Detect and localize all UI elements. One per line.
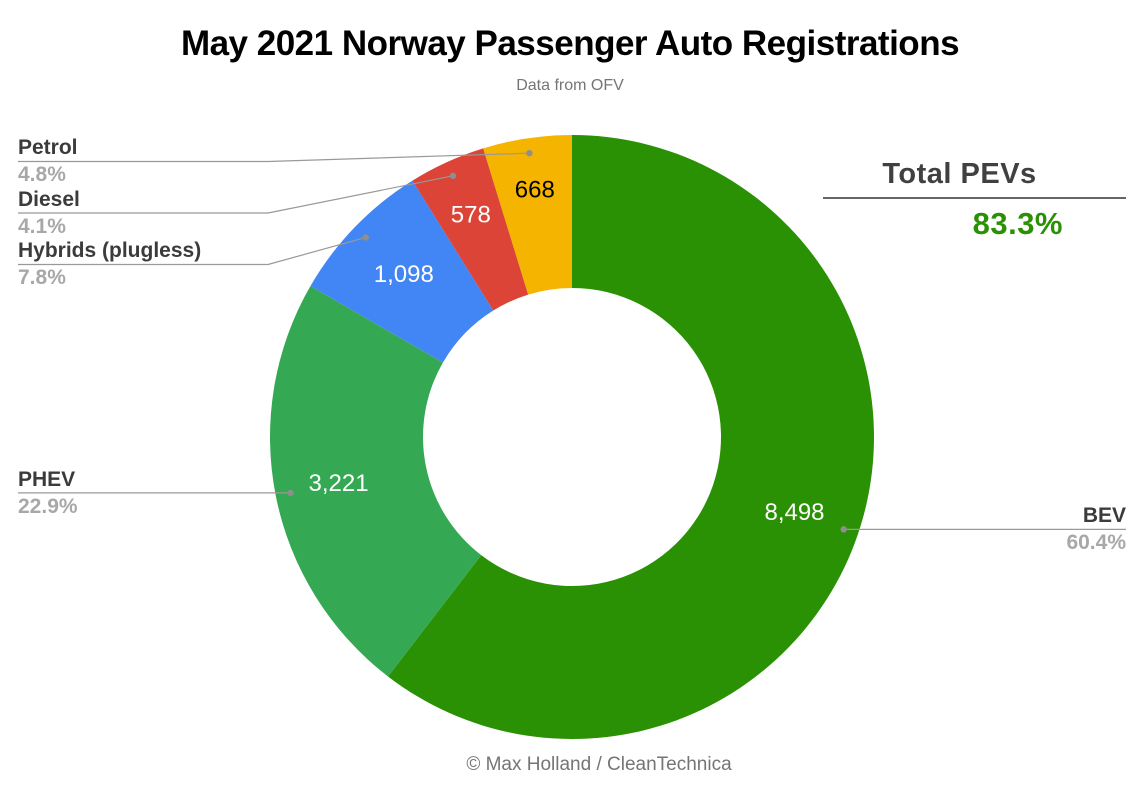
leader-line-petrol	[18, 152, 530, 163]
slice-hybrids[interactable]	[310, 180, 494, 363]
slice-value-diesel: 578	[451, 201, 491, 228]
callout-bev: BEV 60.4%	[1066, 502, 1126, 556]
callout-phev: PHEV 22.9%	[18, 466, 78, 520]
slice-value-petrol: 668	[515, 176, 555, 203]
slice-label-petrol: Petrol	[18, 136, 78, 159]
chart-title: May 2021 Norway Passenger Auto Registrat…	[180, 24, 960, 63]
chart-subtitle: Data from OFV	[516, 77, 624, 94]
slice-value-phev: 3,221	[309, 470, 369, 497]
callout-diesel: Diesel 4.1%	[18, 186, 80, 240]
slice-percent-phev: 22.9%	[18, 495, 78, 518]
leader-line-hybrids	[18, 236, 366, 266]
slice-label-diesel: Diesel	[18, 188, 80, 211]
slice-percent-bev: 60.4%	[1066, 531, 1126, 554]
slice-percent-hybrids: 7.8%	[18, 266, 66, 289]
slice-phev[interactable]	[270, 286, 482, 677]
slice-value-bev: 8,498	[764, 499, 824, 526]
leader-line-diesel	[18, 175, 454, 214]
total-pevs-label: Total PEVs	[882, 158, 1037, 190]
credit-line: © Max Holland / CleanTechnica	[466, 754, 732, 775]
slice-diesel[interactable]	[412, 148, 529, 311]
total-pevs-rule	[823, 197, 1126, 199]
leader-dot-hybrids	[362, 234, 369, 241]
total-pevs-value: 83.3%	[972, 206, 1063, 241]
slice-label-bev: BEV	[1082, 504, 1126, 527]
leader-dot-petrol	[526, 149, 533, 157]
slice-value-hybrids: 1,098	[374, 261, 434, 288]
slice-percent-diesel: 4.1%	[18, 215, 66, 238]
slice-label-hybrids: Hybrids (plugless)	[18, 239, 202, 262]
leader-dot-phev	[287, 489, 294, 497]
callout-petrol: Petrol 4.8%	[18, 134, 78, 188]
callout-hybrids: Hybrids (plugless) 7.8%	[18, 237, 201, 291]
slice-percent-petrol: 4.8%	[18, 163, 66, 186]
slice-label-phev: PHEV	[18, 468, 76, 491]
slice-bev[interactable]	[387, 135, 875, 739]
leader-dot-bev	[840, 526, 847, 533]
slice-petrol[interactable]	[483, 135, 572, 295]
leader-dot-diesel	[449, 172, 457, 180]
